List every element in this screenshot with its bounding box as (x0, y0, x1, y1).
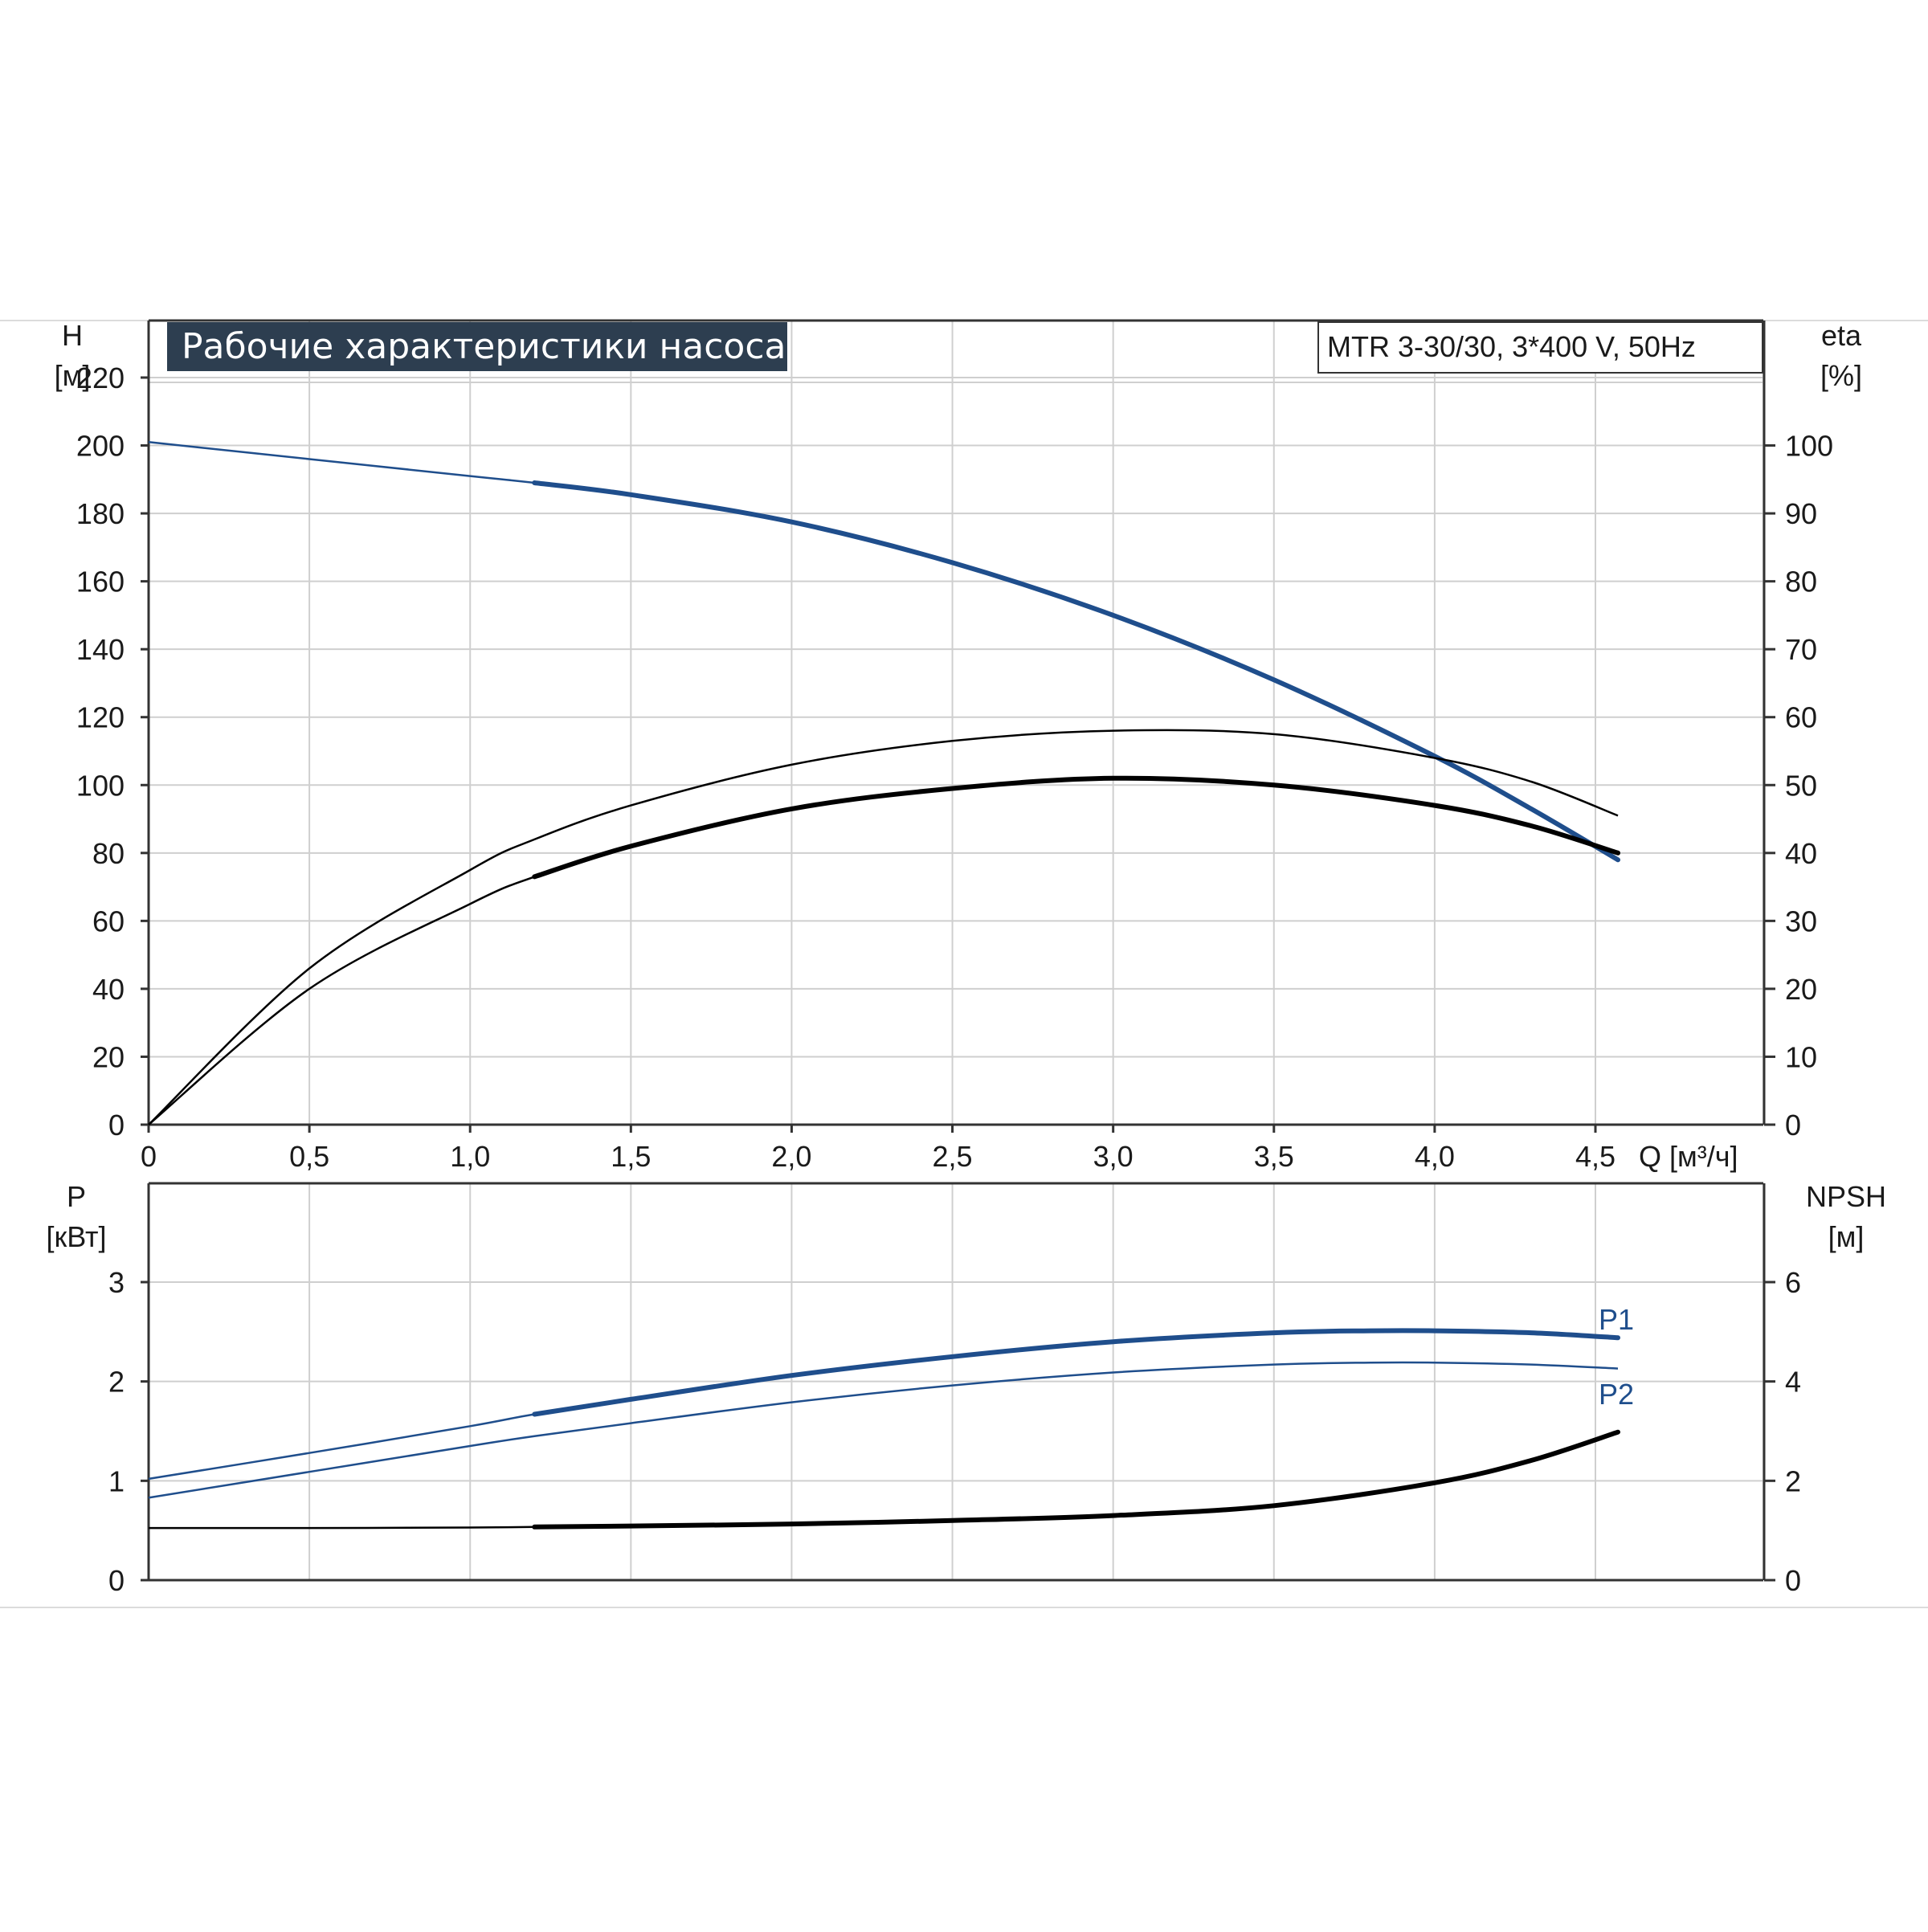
h-tick-label: 220 (76, 361, 125, 394)
eta-tick-label: 50 (1785, 769, 1817, 802)
model-label-box (1317, 321, 1763, 374)
eta-tick-label: 30 (1785, 905, 1817, 937)
p-tick-label: 2 (108, 1366, 125, 1399)
h-tick-label: 120 (76, 701, 125, 734)
npsh-axis-unit: [м] (1828, 1220, 1865, 1253)
h-axis-label: H (62, 319, 83, 352)
q-tick-label: 0 (141, 1140, 157, 1173)
power-p2-curve (148, 1361, 1619, 1499)
npsh-tick-label: 2 (1785, 1464, 1801, 1497)
q-tick-label: 2,0 (771, 1140, 811, 1173)
q-tick-label: 4,0 (1415, 1140, 1455, 1173)
q-axis-label: Q [м³/ч] (1639, 1140, 1738, 1173)
eta-tick-label: 100 (1785, 430, 1833, 463)
p2-series-label: P2 (1599, 1378, 1634, 1411)
h-tick-label: 100 (76, 769, 125, 802)
efficiency-pump-curve (148, 729, 1619, 1125)
grid-layer (149, 321, 1764, 1580)
p-tick-label: 1 (108, 1464, 125, 1497)
h-tick-label: 0 (108, 1109, 125, 1142)
eta-tick-label: 60 (1785, 701, 1817, 734)
model-label: MTR 3-30/30, 3*400 V, 50Hz (1327, 330, 1696, 363)
eta-tick-label: 10 (1785, 1040, 1817, 1073)
q-tick-label: 1,0 (450, 1140, 490, 1173)
eta-axis-unit: [%] (1820, 359, 1862, 392)
h-tick-label: 160 (76, 566, 125, 598)
h-tick-label: 40 (92, 973, 125, 1006)
h-tick-label: 20 (92, 1040, 125, 1073)
eta-tick-label: 40 (1785, 837, 1817, 870)
p-axis-label: P (67, 1180, 86, 1213)
power-p1-curve (148, 1330, 1619, 1481)
npsh-tick-label: 0 (1785, 1564, 1801, 1597)
efficiency-total-curve (148, 777, 1619, 1125)
eta-tick-label: 70 (1785, 633, 1817, 666)
q-tick-label: 1,5 (611, 1140, 651, 1173)
eta-tick-label: 0 (1785, 1109, 1801, 1142)
eta-axis-label: eta (1821, 319, 1862, 352)
power-p1-curve-operating (532, 1328, 1620, 1417)
p-tick-label: 0 (108, 1564, 125, 1597)
q-tick-label: 0,5 (289, 1140, 329, 1173)
npsh-axis-label: NPSH (1806, 1180, 1886, 1213)
q-tick-label: 3,0 (1093, 1140, 1134, 1173)
chart-title: Рабочие характеристики насоса (182, 326, 786, 367)
efficiency-total-curve-operating (532, 775, 1620, 880)
ticks-layer: 0204060801001201401601802002200102030405… (76, 361, 1833, 1597)
h-tick-label: 180 (76, 497, 125, 530)
h-tick-label: 200 (76, 430, 125, 463)
eta-tick-label: 80 (1785, 566, 1817, 598)
series-layer (148, 441, 1620, 1530)
head-curve-operating (532, 480, 1620, 863)
q-tick-label: 3,5 (1254, 1140, 1294, 1173)
p1-series-label: P1 (1599, 1303, 1634, 1336)
npsh-curve-operating (532, 1429, 1620, 1530)
title-box (167, 322, 787, 371)
h-tick-label: 80 (92, 837, 125, 870)
npsh-tick-label: 4 (1785, 1366, 1801, 1399)
h-tick-label: 140 (76, 633, 125, 666)
q-tick-label: 4,5 (1575, 1140, 1616, 1173)
eta-tick-label: 90 (1785, 497, 1817, 530)
q-tick-label: 2,5 (933, 1140, 973, 1173)
h-axis-unit: [м] (55, 359, 91, 392)
npsh-tick-label: 6 (1785, 1266, 1801, 1299)
p-axis-unit: [кВт] (46, 1220, 106, 1253)
eta-tick-label: 20 (1785, 973, 1817, 1006)
h-tick-label: 60 (92, 905, 125, 937)
axes-layer (147, 319, 1766, 1582)
p-tick-label: 3 (108, 1266, 125, 1299)
